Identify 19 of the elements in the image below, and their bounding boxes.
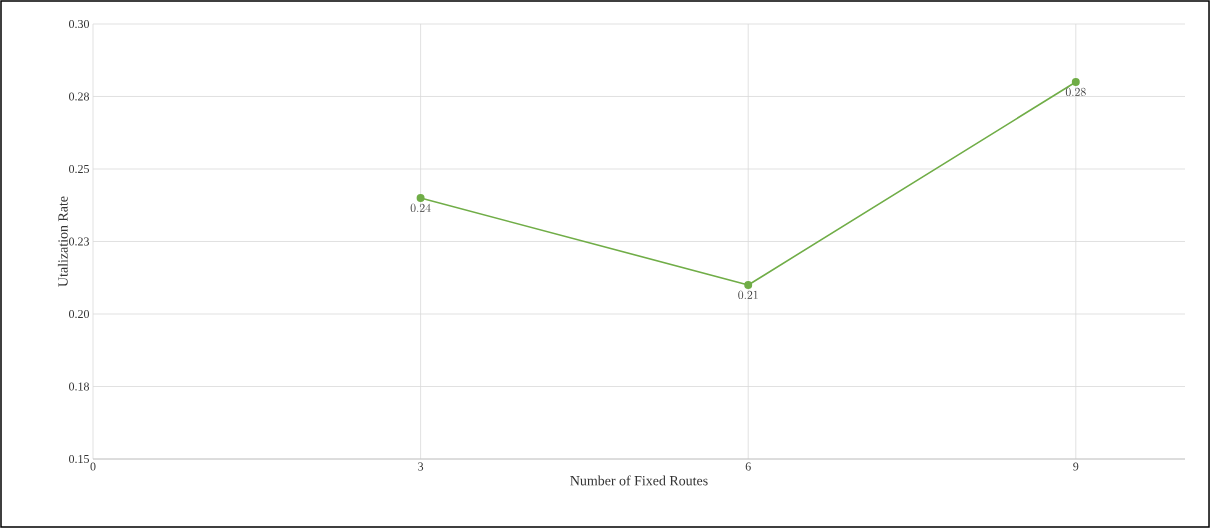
point (416, 194, 425, 202)
y-tick-label: 0.15 (69, 454, 90, 464)
point (1071, 78, 1080, 86)
x-tick-label: 9 (1073, 462, 1079, 471)
y-tick-label: 0.28 (69, 92, 90, 101)
x-tick-label: 6 (745, 462, 751, 471)
y-tick-label: 0.18 (69, 382, 90, 391)
x-axis-title: Number of Fixed Routes (570, 475, 708, 486)
x-tick-label: 3 (418, 462, 424, 471)
data-label: 0.21 (738, 290, 758, 300)
y-tick-label: 0.23 (69, 237, 90, 246)
y-axis-title: Utalization Rate (57, 196, 68, 287)
data-label: 0.24 (410, 203, 431, 213)
x-tick-label: 0 (90, 462, 96, 471)
data-label: 0.28 (1065, 87, 1086, 97)
point (744, 281, 753, 289)
y-tick-label: 0.30 (69, 19, 90, 29)
y-tick-label: 0.20 (69, 309, 90, 319)
y-tick-label: 0.25 (69, 164, 90, 174)
